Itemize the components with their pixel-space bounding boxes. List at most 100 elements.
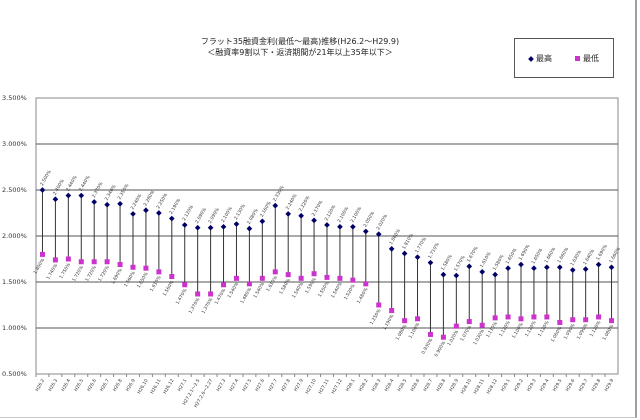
max-point xyxy=(181,222,188,228)
max-value-label: 1.610% xyxy=(479,250,493,268)
min-value-label: 1.190% xyxy=(382,313,396,331)
min-point xyxy=(143,265,149,271)
min-value-label: 1.540% xyxy=(252,281,266,299)
max-point xyxy=(78,192,85,199)
min-value-label: 1.740% xyxy=(45,262,59,280)
min-point xyxy=(52,257,58,263)
square-marker-icon xyxy=(575,56,580,61)
min-point xyxy=(415,316,421,322)
y-tick-label: 3.500% xyxy=(2,94,27,102)
x-tick-label: H26.8 xyxy=(112,378,124,393)
min-value-label: 1.250% xyxy=(369,307,383,325)
min-value-label: 1.100% xyxy=(407,321,421,339)
max-point xyxy=(156,210,162,216)
x-tick-label: H29.1 xyxy=(500,378,512,393)
max-value-label: 2.400% xyxy=(52,178,66,196)
x-tick-label: H29.6 xyxy=(565,378,577,393)
max-point xyxy=(479,269,486,275)
x-tick-label: H27.8 xyxy=(280,378,292,393)
x-tick-label: H27.9 xyxy=(293,378,305,393)
x-tick-label: H28.10 xyxy=(460,378,473,395)
min-point xyxy=(544,314,550,320)
max-point xyxy=(492,271,498,278)
max-point xyxy=(350,223,356,230)
max-value-label: 2.170% xyxy=(311,199,325,217)
max-point xyxy=(311,217,317,224)
max-value-label: 1.580% xyxy=(440,253,454,271)
min-point xyxy=(492,315,498,321)
x-tick-label: H28.3 xyxy=(371,378,383,393)
chart-title: フラット35融資金利(最低～最高)推移(H26.2～H29.9) xyxy=(200,37,400,46)
min-point xyxy=(130,264,136,270)
max-value-label: 1.690% xyxy=(518,243,532,261)
x-tick-label: H29.2 xyxy=(513,378,525,393)
x-tick-label: H26.6 xyxy=(86,378,98,393)
min-value-label: 1.070% xyxy=(459,324,473,342)
min-point xyxy=(453,323,459,329)
min-value-label: 1.550% xyxy=(317,280,331,298)
min-value-label: 1.690% xyxy=(110,267,124,285)
x-tick-label: H28.9 xyxy=(448,378,460,393)
min-point xyxy=(505,314,511,320)
max-value-label: 2.280% xyxy=(142,189,156,207)
max-point xyxy=(582,266,589,272)
min-value-label: 1.540% xyxy=(291,281,305,299)
x-tick-label: H26.9 xyxy=(125,378,137,393)
max-point xyxy=(440,271,447,278)
min-value-label: 1.660% xyxy=(123,270,137,288)
x-tick-label: H27.12 xyxy=(330,378,343,395)
min-value-label: 1.080% xyxy=(601,323,615,341)
x-tick-label: H27.6 xyxy=(254,378,266,393)
min-point xyxy=(298,275,304,281)
min-point xyxy=(169,273,175,279)
min-value-label: 1.120% xyxy=(589,319,603,337)
min-point xyxy=(466,319,472,325)
legend-label-max: 最高 xyxy=(536,54,552,63)
max-point xyxy=(427,259,434,266)
min-point xyxy=(78,259,84,265)
max-point xyxy=(168,215,175,222)
y-tick-label: 2.500% xyxy=(2,186,27,194)
x-tick-label: H26.3 xyxy=(47,378,59,393)
max-point xyxy=(91,199,98,205)
x-tick-label: H28.7 xyxy=(422,378,434,393)
max-point xyxy=(220,223,227,230)
legend-label-min: 最低 xyxy=(583,54,599,63)
max-point xyxy=(401,250,408,257)
x-tick-label: H28.11 xyxy=(473,378,486,395)
min-point xyxy=(208,291,214,297)
max-point xyxy=(362,228,369,235)
x-tick-label: H29.3 xyxy=(526,378,538,393)
max-point xyxy=(337,223,343,230)
max-value-label: 2.350% xyxy=(117,182,131,200)
min-value-label: 1.520% xyxy=(343,283,357,301)
max-value-label: 1.580% xyxy=(492,253,506,271)
max-value-label: 1.660% xyxy=(608,246,622,264)
min-point xyxy=(596,314,602,320)
min-value-label: 1.470% xyxy=(213,287,227,305)
min-value-label: 1.370% xyxy=(188,296,202,314)
min-point xyxy=(221,282,227,288)
legend: 最高 最低 xyxy=(514,38,614,78)
max-value-label: 2.250% xyxy=(155,192,169,210)
min-value-label: 1.590% xyxy=(304,276,318,294)
min-point xyxy=(117,262,123,268)
min-point xyxy=(531,314,537,320)
max-value-label: 1.860% xyxy=(388,227,402,245)
max-point xyxy=(143,207,149,214)
x-tick-label: H26.11 xyxy=(149,378,162,395)
max-value-label: 2.220% xyxy=(298,194,312,212)
x-tick-label: H26.2 xyxy=(34,378,46,393)
max-value-label: 2.160% xyxy=(259,200,273,218)
max-value-label: 1.690% xyxy=(595,243,609,261)
max-point xyxy=(544,264,550,271)
min-value-label: 1.540% xyxy=(330,281,344,299)
min-point xyxy=(440,334,446,340)
min-point xyxy=(259,275,265,281)
max-point xyxy=(52,196,59,203)
max-point xyxy=(388,246,395,252)
min-point xyxy=(324,274,330,280)
x-tick-label: H27.1 xyxy=(177,378,189,393)
max-value-label: 2.050% xyxy=(362,210,376,228)
